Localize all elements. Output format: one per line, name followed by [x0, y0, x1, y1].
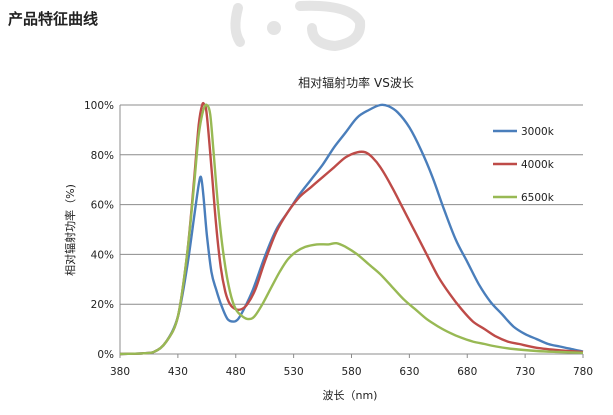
y-tick-label: 100% [84, 100, 114, 112]
section-title: 产品特征曲线 [8, 10, 99, 28]
x-tick-label: 530 [284, 366, 304, 378]
x-tick-label: 480 [226, 366, 246, 378]
legend-label: 3000k [521, 126, 555, 138]
x-tick-label: 580 [341, 366, 361, 378]
legend-label: 6500k [521, 192, 555, 204]
legend-label: 4000k [521, 159, 555, 171]
chart-title: 相对辐射功率 VS波长 [298, 75, 414, 90]
watermark-logo [230, 0, 366, 52]
series-line-3000k [119, 103, 584, 356]
y-axis-label: 相对辐射功率（%) [63, 184, 77, 276]
grid [120, 104, 583, 305]
x-tick-label: 730 [515, 366, 535, 378]
y-tick-label: 40% [91, 249, 114, 261]
y-tick-label: 20% [91, 299, 114, 311]
series-line-6500k [119, 103, 584, 356]
x-tick-label: 380 [110, 366, 130, 378]
y-tick-label: 0% [97, 349, 114, 361]
series-lines [119, 101, 584, 356]
x-tick-label: 780 [573, 366, 593, 378]
series-line-4000k [119, 101, 584, 356]
axes [119, 105, 584, 358]
x-tick-labels: 380 430 480 530 580 630 680 730 780 [110, 366, 593, 378]
x-tick-label: 680 [457, 366, 477, 378]
y-tick-label: 60% [91, 200, 114, 212]
x-axis-label: 波长（nm) [323, 389, 378, 402]
y-tick-label: 80% [91, 150, 114, 162]
x-tick-label: 630 [399, 366, 419, 378]
legend: 3000k 4000k 6500k [493, 126, 555, 204]
y-tick-labels: 0% 20% 40% 60% 80% 100% [84, 100, 114, 361]
x-tick-label: 430 [168, 366, 188, 378]
